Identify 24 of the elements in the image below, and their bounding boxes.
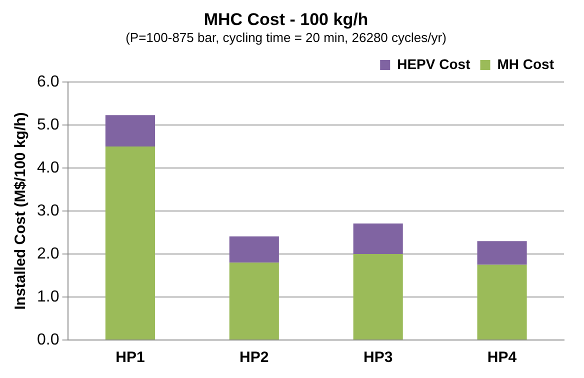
legend-label: HEPV Cost (397, 56, 471, 72)
bar (229, 236, 279, 263)
bar (477, 241, 527, 265)
y-tick-label: 6.0 (36, 73, 60, 90)
chart-title: MHC Cost - 100 kg/h (204, 10, 368, 29)
bar (477, 264, 527, 340)
y-tick-label: 0.0 (36, 331, 60, 348)
y-axis-title: Installed Cost (M$/100 kg/h) (12, 112, 30, 310)
x-tick-label: HP3 (363, 349, 393, 366)
y-tick-label: 5.0 (36, 116, 60, 134)
bar (353, 254, 403, 340)
x-tick-label: HP1 (116, 349, 145, 366)
bar (105, 146, 155, 340)
y-tick-label: 2.0 (36, 245, 60, 262)
legend-label: MH Cost (497, 56, 554, 72)
y-tick-label: 4.0 (36, 159, 60, 176)
bar (229, 262, 279, 340)
bar (353, 223, 403, 254)
x-tick-label: HP2 (240, 349, 269, 366)
bar (105, 115, 155, 146)
x-tick-label: HP4 (487, 349, 518, 366)
y-tick-label: 3.0 (36, 202, 60, 220)
y-tick-label: 1.0 (36, 288, 60, 306)
chart-subtitle: (P=100-875 bar, cycling time = 20 min, 26280 cycles/yr) (126, 30, 446, 45)
